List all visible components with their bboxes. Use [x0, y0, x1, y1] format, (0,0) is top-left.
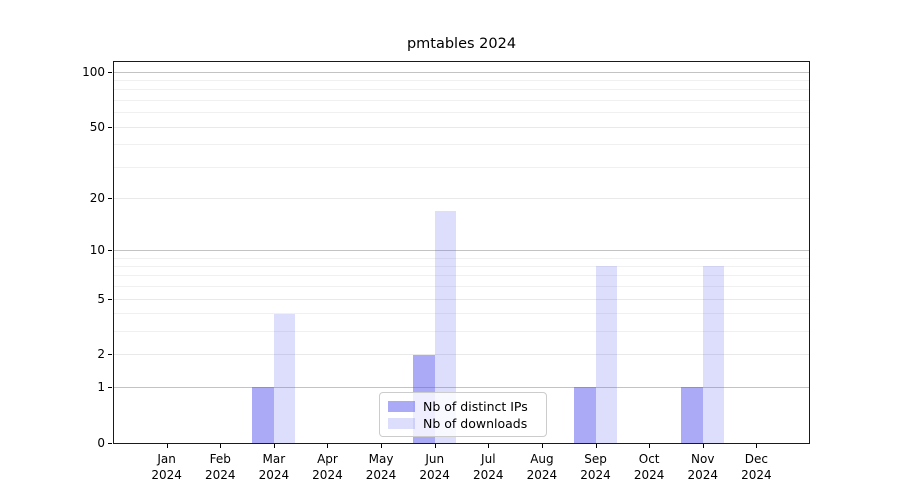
y-tick-mark — [108, 298, 112, 300]
y-tick-label: 0 — [97, 435, 105, 450]
y-gridline — [114, 249, 809, 251]
y-gridline — [114, 126, 809, 128]
bar-downloads-jun — [434, 210, 457, 443]
x-tick-label-feb: Feb 2024 — [204, 452, 236, 482]
y-tick-mark — [108, 249, 112, 251]
x-tick-label-aug: Aug 2024 — [526, 452, 558, 482]
y-tick-mark — [108, 197, 112, 199]
x-tick-mark — [381, 444, 383, 448]
y-minor-gridline — [114, 166, 809, 168]
bar-distinct-ips-mar — [252, 387, 274, 443]
x-tick-label-mar: Mar 2024 — [258, 452, 290, 482]
y-minor-gridline — [114, 89, 809, 91]
x-tick-label-oct: Oct 2024 — [633, 452, 665, 482]
chart-title: pmtables 2024 — [406, 36, 517, 52]
bar-downloads-sep — [595, 266, 617, 443]
plot-area: Nb of distinct IPs Nb of downloads — [113, 61, 810, 444]
y-gridline — [114, 197, 809, 199]
y-minor-gridline — [114, 286, 809, 288]
y-tick-label: 100 — [82, 64, 105, 79]
legend-row-distinct-ips: Nb of distinct IPs — [388, 398, 538, 414]
x-tick-mark — [541, 444, 543, 448]
y-gridline — [114, 386, 809, 388]
x-tick-label-nov: Nov 2024 — [687, 452, 719, 482]
y-tick-label: 2 — [97, 347, 105, 362]
x-tick-label-dec: Dec 2024 — [741, 452, 772, 482]
y-minor-gridline — [114, 265, 809, 267]
x-tick-label-may: May 2024 — [365, 452, 397, 482]
y-gridline — [114, 354, 809, 356]
x-tick-mark — [595, 444, 597, 448]
bar-downloads-mar — [273, 313, 296, 443]
x-tick-mark — [649, 444, 651, 448]
bar-downloads-nov — [702, 266, 725, 443]
x-tick-mark — [756, 444, 758, 448]
y-gridline — [114, 71, 809, 73]
y-tick-mark — [108, 354, 112, 356]
bar-distinct-ips-nov — [681, 387, 703, 443]
x-tick-mark — [166, 444, 168, 448]
x-tick-label-jun: Jun 2024 — [419, 452, 450, 482]
y-tick-mark — [108, 386, 112, 388]
legend-swatch-distinct-ips — [388, 400, 415, 412]
x-tick-mark — [702, 444, 704, 448]
y-minor-gridline — [114, 313, 809, 315]
y-minor-gridline — [114, 275, 809, 277]
y-tick-label: 20 — [89, 190, 105, 205]
y-tick-label: 10 — [89, 242, 105, 257]
y-minor-gridline — [114, 112, 809, 114]
x-tick-label-apr: Apr 2024 — [312, 452, 343, 482]
x-tick-label-sep: Sep 2024 — [580, 452, 611, 482]
legend-swatch-downloads — [388, 417, 415, 429]
bar-distinct-ips-sep — [574, 387, 596, 443]
y-tick-mark — [108, 126, 112, 128]
x-tick-mark — [273, 444, 275, 448]
y-minor-gridline — [114, 257, 809, 259]
legend-label-downloads: Nb of downloads — [423, 415, 528, 431]
y-gridline — [114, 298, 809, 300]
x-tick-mark — [434, 444, 436, 448]
y-minor-gridline — [114, 331, 809, 333]
y-minor-gridline — [114, 144, 809, 146]
x-tick-mark — [488, 444, 490, 448]
y-tick-mark — [108, 442, 112, 444]
x-tick-label-jan: Jan 2024 — [151, 452, 182, 482]
y-minor-gridline — [114, 100, 809, 102]
y-tick-label: 5 — [97, 291, 105, 306]
x-tick-mark — [327, 444, 329, 448]
legend-label-distinct-ips: Nb of distinct IPs — [423, 398, 528, 414]
legend: Nb of distinct IPs Nb of downloads — [379, 392, 547, 437]
y-minor-gridline — [114, 80, 809, 82]
y-tick-label: 50 — [89, 119, 105, 134]
x-tick-mark — [220, 444, 222, 448]
legend-row-downloads: Nb of downloads — [388, 415, 538, 431]
y-tick-label: 1 — [97, 379, 105, 394]
x-tick-label-jul: Jul 2024 — [473, 452, 504, 482]
y-tick-mark — [108, 71, 112, 73]
